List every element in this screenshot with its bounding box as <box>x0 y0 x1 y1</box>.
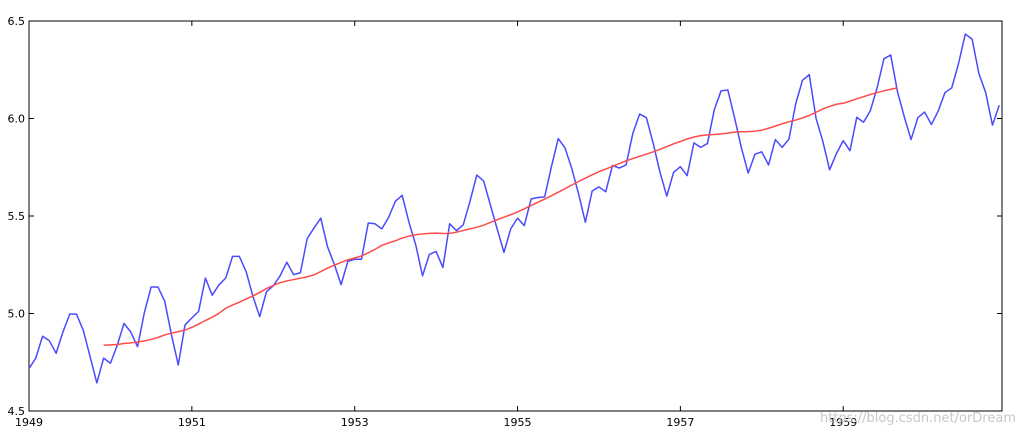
x-axis: 1949 1951 1953 1955 1957 1959 <box>15 21 857 429</box>
y-tick-label: 5.0 <box>8 308 26 321</box>
y-tick-label: 6.5 <box>8 15 26 28</box>
x-tick-label: 1955 <box>504 416 532 429</box>
x-tick-label: 1959 <box>829 416 857 429</box>
watermark-text: https://blog.csdn.net/orDream <box>820 411 1016 426</box>
y-tick-label: 4.5 <box>8 405 26 418</box>
series-line-red <box>103 87 898 347</box>
x-tick-label: 1951 <box>178 416 206 429</box>
y-axis: 4.5 5.0 5.5 6.0 6.5 <box>8 15 1002 418</box>
x-tick-label: 1949 <box>15 416 43 429</box>
series-line-blue <box>28 33 1000 384</box>
x-tick-label: 1957 <box>666 416 694 429</box>
y-tick-label: 5.5 <box>8 210 26 223</box>
series-layer <box>28 33 1000 384</box>
y-tick-label: 6.0 <box>8 113 26 126</box>
x-tick-label: 1953 <box>341 416 369 429</box>
plot-frame <box>28 20 1003 412</box>
